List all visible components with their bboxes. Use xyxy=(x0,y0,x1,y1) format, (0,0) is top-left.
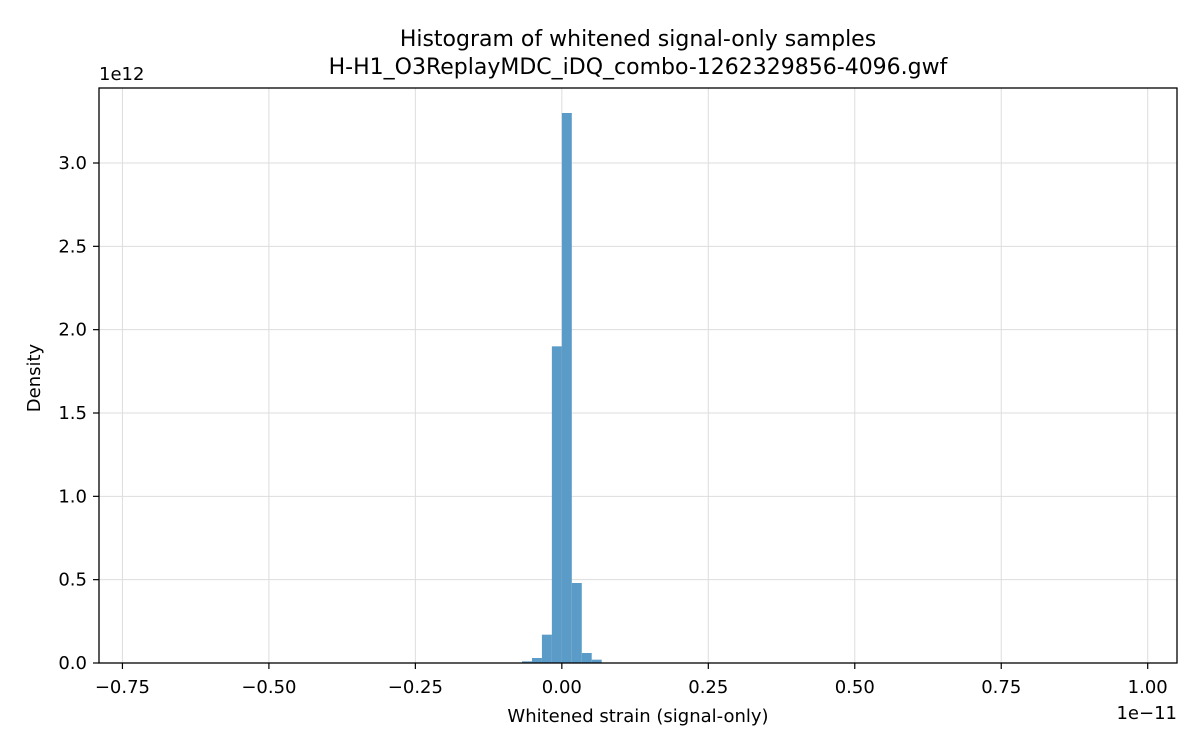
axes-frame xyxy=(98,87,1178,664)
y-tick-label: 2.0 xyxy=(58,320,87,341)
x-tick-label: −0.25 xyxy=(388,677,443,698)
histogram-bar xyxy=(551,346,562,663)
y-offset-text: 1e12 xyxy=(99,64,144,85)
chart-subtitle: H-H1_O3ReplayMDC_iDQ_combo-1262329856-40… xyxy=(329,55,949,80)
histogram-bar xyxy=(521,661,532,663)
x-tick-label: 0.25 xyxy=(688,677,728,698)
x-tick-label: −0.75 xyxy=(95,677,150,698)
histogram-bar xyxy=(591,659,602,663)
x-tick-label: 0.00 xyxy=(542,677,582,698)
y-tick-label: 1.0 xyxy=(58,486,87,507)
x-tick-label: 0.50 xyxy=(835,677,875,698)
x-tick-label: 1.00 xyxy=(1128,677,1168,698)
grid-lines xyxy=(99,88,1177,664)
x-axis-label: Whitened strain (signal-only) xyxy=(507,706,768,727)
x-tick-label: 0.75 xyxy=(981,677,1021,698)
x-tick-label: −0.50 xyxy=(241,677,296,698)
y-tick-label: 1.5 xyxy=(58,403,87,424)
y-axis-label: Density xyxy=(24,343,45,412)
y-tick-label: 0.5 xyxy=(58,570,87,591)
histogram-bar xyxy=(571,583,582,663)
histogram-bar xyxy=(541,634,552,663)
y-tick-label: 2.5 xyxy=(58,236,87,257)
y-tick-label: 3.0 xyxy=(58,153,87,174)
chart-title: Histogram of whitened signal-only sample… xyxy=(400,27,876,52)
histogram-bars xyxy=(521,113,602,663)
histogram-bar xyxy=(531,658,542,663)
histogram-bar xyxy=(561,113,572,663)
histogram-bar xyxy=(581,653,592,663)
y-axis-ticks: 0.0 0.5 1.0 1.5 2.0 2.5 3.0 xyxy=(58,153,99,674)
x-offset-text: 1e−11 xyxy=(1116,703,1177,724)
x-axis-ticks: −0.75 −0.50 −0.25 0.00 0.25 0.50 0.75 1.00 xyxy=(95,663,1168,698)
y-tick-label: 0.0 xyxy=(58,653,87,674)
